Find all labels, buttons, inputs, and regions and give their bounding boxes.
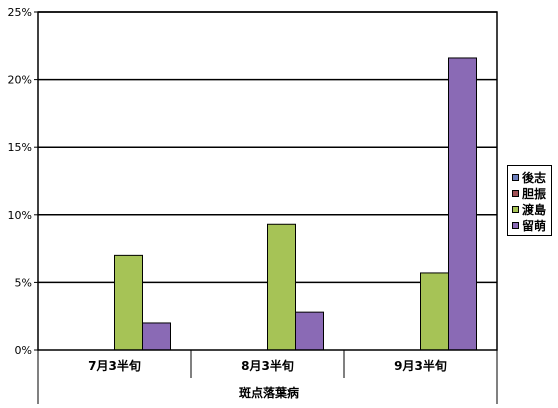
axis-labels: 0% 5% 10% 15% 20% 25% 7月3半旬 8月3半旬 9月3半旬 xyxy=(8,6,447,373)
bar-渡島-9月3半旬 xyxy=(420,272,449,351)
y-tick-label: 5% xyxy=(15,276,32,289)
plot-area-border xyxy=(37,11,498,351)
x-axis-title: 斑点落葉病 xyxy=(239,385,299,400)
legend-item: 渡島 xyxy=(508,201,551,217)
y-tick-label: 25% xyxy=(8,6,32,19)
bar-留萌-7月3半旬 xyxy=(142,322,171,351)
bar-渡島-8月3半旬 xyxy=(267,223,296,351)
x-tick-label: 7月3半旬 xyxy=(88,358,141,373)
y-tick-label: 15% xyxy=(8,141,32,154)
y-tick-label: 20% xyxy=(8,74,32,87)
legend-label: 渡島 xyxy=(522,202,547,217)
bar-留萌-9月3半旬 xyxy=(448,57,477,351)
legend-swatch xyxy=(512,189,519,197)
legend-label: 後志 xyxy=(522,170,547,185)
y-tick-label: 10% xyxy=(8,209,32,222)
bar-留萌-8月3半旬 xyxy=(295,311,324,351)
bars xyxy=(114,57,477,351)
legend-swatch xyxy=(512,173,519,181)
legend-label: 胆振 xyxy=(522,186,547,201)
legend-swatch xyxy=(512,205,519,213)
legend-item: 後志 xyxy=(508,169,551,185)
bar-渡島-7月3半旬 xyxy=(114,254,143,351)
legend-item: 留萌 xyxy=(508,217,551,233)
legend: 後志 胆振 渡島 留萌 xyxy=(507,165,552,236)
x-tick-label: 8月3半旬 xyxy=(241,358,294,373)
x-tick-label: 9月3半旬 xyxy=(394,358,447,373)
legend-item: 胆振 xyxy=(508,185,551,201)
legend-swatch xyxy=(512,221,519,229)
legend-label: 留萌 xyxy=(522,218,547,233)
axes xyxy=(34,11,498,404)
y-tick-label: 0% xyxy=(15,344,32,357)
